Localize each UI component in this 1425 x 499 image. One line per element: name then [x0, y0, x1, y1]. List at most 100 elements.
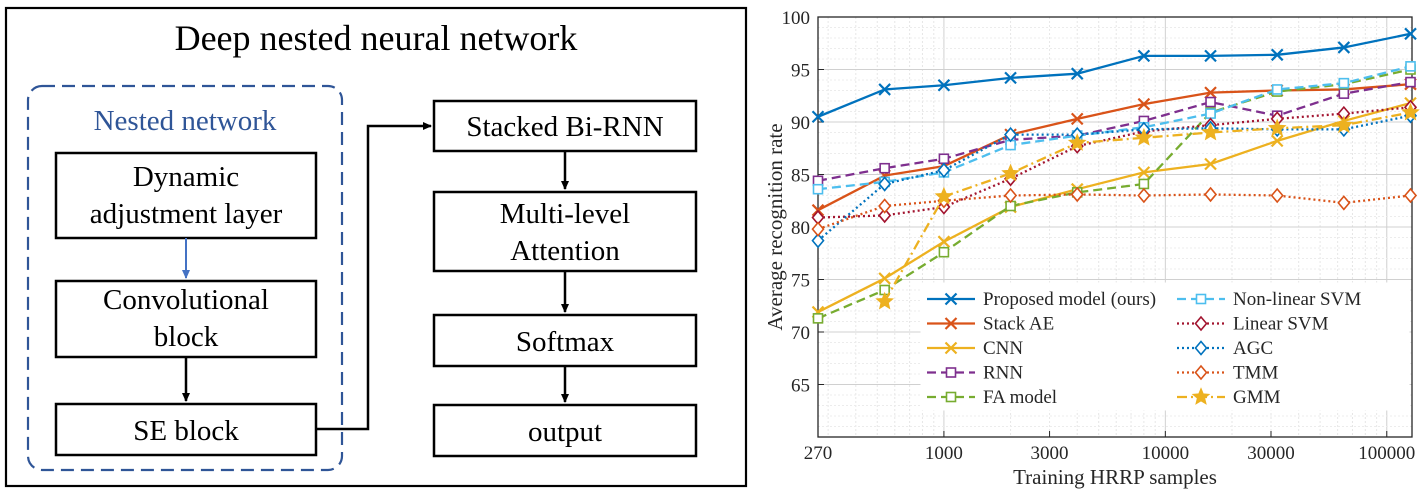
marker-x	[811, 110, 825, 124]
marker-diamond	[937, 162, 951, 179]
se-block-box	[54, 402, 318, 457]
marker-diamond	[1137, 187, 1151, 204]
marker-diamond	[1194, 364, 1208, 381]
y-tick-label: 75	[791, 271, 810, 292]
marker-star	[1401, 102, 1420, 121]
x-tick-label: 30000	[1247, 443, 1295, 464]
stacked-birnn-box	[432, 99, 698, 153]
legend-label: Proposed model (ours)	[983, 289, 1156, 310]
y-tick-label: 80	[791, 218, 810, 239]
marker-x	[1137, 166, 1151, 179]
y-tick-label: 100	[782, 8, 811, 29]
series-proposed-model-ours	[811, 27, 1417, 124]
marker-diamond	[1004, 126, 1018, 143]
marker-diamond	[1403, 187, 1418, 204]
marker-diamond	[1004, 187, 1018, 204]
dynamic-adjustment-layer-box	[54, 151, 318, 240]
nested-network-label: Nested network	[94, 105, 277, 137]
y-tick-label: 65	[791, 376, 810, 397]
marker-square	[1405, 76, 1416, 88]
marker-x	[1337, 41, 1351, 54]
legend-label: TMM	[1233, 363, 1279, 384]
x-axis-label: Training HRRP samples	[1013, 465, 1217, 489]
marker-diamond	[878, 198, 892, 214]
convolutional-block-line2: block	[154, 321, 219, 353]
marker-diamond	[1203, 186, 1218, 203]
marker-square	[1195, 293, 1207, 305]
diagram-title: Deep nested neural network	[175, 18, 578, 58]
marker-star	[1067, 133, 1087, 151]
legend-label: GMM	[1233, 387, 1281, 408]
legend-entry: Stack AE	[927, 314, 1054, 335]
marker-square	[945, 391, 957, 403]
convolutional-block-box	[54, 279, 318, 359]
recognition-rate-chart: 270 1000 3000 10000 30000 100000 65 70 75 80 85 90 9…	[763, 8, 1420, 489]
legend-entry: AGC	[1177, 338, 1273, 359]
legend: Proposed model (ours) Stack AE CNN RNN FA mo…	[920, 282, 1410, 411]
marker-square	[938, 246, 950, 258]
y-tick-label: 95	[791, 61, 810, 82]
attention-box	[432, 190, 698, 273]
legend-entry: CNN	[927, 338, 1023, 359]
marker-x	[944, 292, 958, 306]
series-line	[817, 101, 1411, 314]
marker-diamond	[1337, 195, 1351, 211]
series-line	[817, 193, 1411, 231]
legend-label: RNN	[983, 363, 1023, 384]
series-line	[817, 83, 1411, 212]
marker-star	[1267, 118, 1287, 137]
series-line	[817, 106, 1411, 219]
series-line	[817, 80, 1411, 182]
marker-square	[879, 162, 890, 174]
marker-star	[1001, 163, 1020, 182]
series-line	[817, 68, 1411, 320]
legend-entry: GMM	[1177, 387, 1281, 408]
series-line	[817, 65, 1411, 191]
legend-box	[920, 282, 1410, 411]
legend-entry: Linear SVM	[1177, 314, 1329, 335]
architecture-diagram: Deep nested neural network Nested networ…	[4, 6, 748, 488]
marker-diamond	[1194, 315, 1208, 332]
y-axis-label: Average recognition rate	[763, 123, 787, 330]
dynamic-adjustment-layer-line1: Dynamic	[133, 161, 239, 193]
marker-star	[875, 291, 894, 310]
marker-diamond	[811, 232, 825, 249]
marker-x	[878, 83, 891, 96]
y-tick-label: 85	[791, 166, 810, 187]
legend-label: Linear SVM	[1233, 314, 1329, 335]
legend-label: Stack AE	[983, 314, 1054, 335]
marker-x	[1070, 112, 1084, 126]
marker-x	[1270, 134, 1284, 148]
marker-x	[1070, 67, 1084, 80]
marker-x	[1404, 27, 1417, 41]
convolutional-block-line1: Convolutional	[103, 284, 269, 316]
marker-star	[1191, 387, 1211, 405]
marker-diamond	[1070, 186, 1084, 203]
marker-x	[937, 78, 951, 92]
legend-label: CNN	[983, 338, 1023, 359]
marker-x	[1204, 157, 1217, 171]
marker-x	[937, 235, 951, 248]
marker-star	[1334, 115, 1354, 134]
dynamic-adjustment-layer-line2: adjustment layer	[90, 198, 283, 230]
output-box	[432, 403, 698, 458]
marker-x	[1270, 48, 1284, 62]
marker-square	[812, 313, 824, 324]
x-tick-label: 1000	[925, 443, 963, 464]
marker-square	[1271, 84, 1283, 95]
marker-square	[812, 183, 824, 195]
marker-x	[1204, 49, 1217, 63]
legend-entry: Proposed model (ours)	[927, 289, 1156, 310]
marker-diamond	[878, 176, 892, 192]
series-gmm	[875, 102, 1420, 310]
legend-entry: RNN	[927, 363, 1023, 384]
marker-x	[944, 317, 958, 330]
attention-line1: Multi-level	[500, 198, 630, 230]
marker-square	[1205, 108, 1216, 119]
marker-square	[945, 367, 957, 378]
marker-diamond	[878, 207, 892, 224]
series-line	[817, 32, 1411, 118]
legend-label: Non-linear SVM	[1233, 289, 1361, 310]
marker-square	[1205, 96, 1216, 108]
legend-entry: FA model	[927, 387, 1057, 408]
